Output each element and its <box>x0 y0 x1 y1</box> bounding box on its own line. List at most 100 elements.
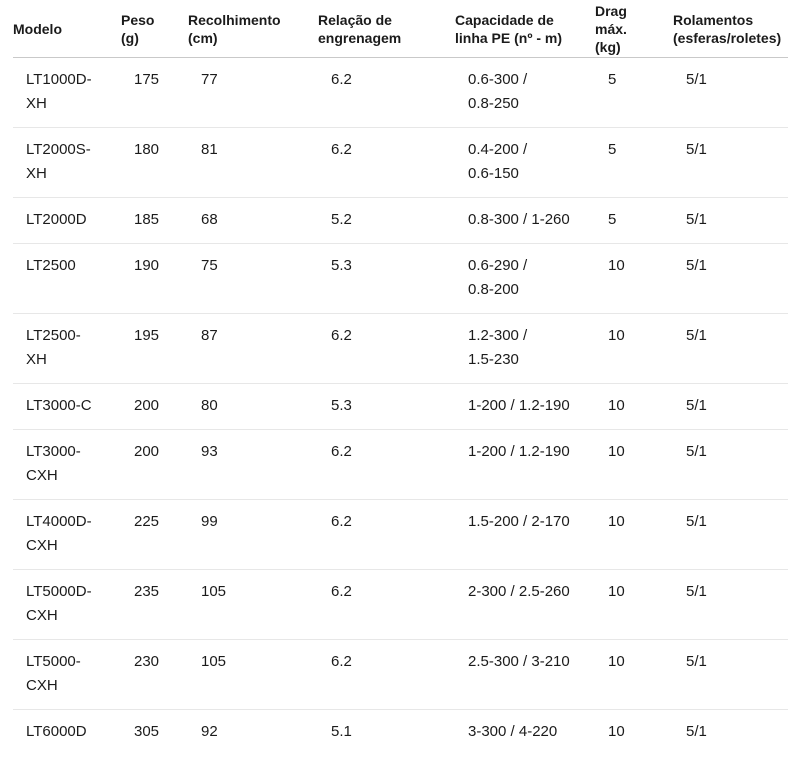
cell-peso: 195 <box>134 327 160 344</box>
cell-peso: 305 <box>134 723 160 740</box>
cell-recolhimento: 105 <box>201 583 227 600</box>
cell-capacidade: 2.5-300 / 3-210 <box>468 653 570 670</box>
cell-rolamentos: 5/1 <box>686 723 707 740</box>
column-header-relacao: Relação de engrenagem <box>318 11 402 46</box>
cell-relacao: 6.2 <box>331 327 352 344</box>
cell-modelo: LT6000D <box>26 723 87 740</box>
cell-drag: 10 <box>608 513 625 530</box>
cell-capacidade: 2-300 / 2.5-260 <box>468 583 570 600</box>
cell-relacao: 6.2 <box>331 71 352 88</box>
cell-drag: 10 <box>608 257 625 274</box>
cell-relacao: 5.1 <box>331 723 352 740</box>
cell-relacao: 6.2 <box>331 653 352 670</box>
cell-recolhimento: 81 <box>201 141 218 158</box>
cell-drag: 10 <box>608 723 625 740</box>
cell-recolhimento: 99 <box>201 513 218 530</box>
column-header-rolamentos: Rolamentos (esferas/roletes) <box>673 11 782 46</box>
cell-rolamentos: 5/1 <box>686 257 707 274</box>
cell-modelo: LT2000D <box>26 211 87 228</box>
cell-capacidade: 0.6-300 / 0.8-250 <box>468 71 528 112</box>
cell-rolamentos: 5/1 <box>686 653 707 670</box>
cell-rolamentos: 5/1 <box>686 141 707 158</box>
row-divider <box>13 499 788 500</box>
table-row: LT2000S- XH 180 81 6.2 0.4-200 / 0.6-150… <box>0 128 797 197</box>
cell-recolhimento: 92 <box>201 723 218 740</box>
column-header-drag: Drag máx. (kg) <box>595 2 627 55</box>
cell-recolhimento: 80 <box>201 397 218 414</box>
cell-capacidade: 0.4-200 / 0.6-150 <box>468 141 528 182</box>
table-row: LT3000-C 200 80 5.3 1-200 / 1.2-190 10 5… <box>0 384 797 429</box>
cell-modelo: LT5000- CXH <box>26 653 81 694</box>
cell-recolhimento: 93 <box>201 443 218 460</box>
cell-relacao: 6.2 <box>331 141 352 158</box>
cell-modelo: LT3000-C <box>26 397 92 414</box>
cell-peso: 190 <box>134 257 160 274</box>
cell-peso: 235 <box>134 583 160 600</box>
cell-recolhimento: 77 <box>201 71 218 88</box>
table-row: LT2500 190 75 5.3 0.6-290 / 0.8-200 10 5… <box>0 244 797 313</box>
cell-modelo: LT5000D- CXH <box>26 583 92 624</box>
cell-capacidade: 1-200 / 1.2-190 <box>468 443 570 460</box>
cell-relacao: 5.2 <box>331 211 352 228</box>
cell-relacao: 5.3 <box>331 397 352 414</box>
column-header-capacidade: Capacidade de linha PE (nº - m) <box>455 11 563 46</box>
cell-rolamentos: 5/1 <box>686 397 707 414</box>
cell-capacidade: 0.6-290 / 0.8-200 <box>468 257 528 298</box>
cell-drag: 5 <box>608 211 617 228</box>
cell-rolamentos: 5/1 <box>686 71 707 88</box>
cell-modelo: LT3000- CXH <box>26 443 81 484</box>
cell-recolhimento: 75 <box>201 257 218 274</box>
cell-modelo: LT2000S- XH <box>26 141 91 182</box>
table-row: LT6000D 305 92 5.1 3-300 / 4-220 10 5/1 <box>0 710 797 755</box>
cell-recolhimento: 105 <box>201 653 227 670</box>
cell-drag: 10 <box>608 653 625 670</box>
cell-drag: 5 <box>608 141 617 158</box>
table-row: LT1000D- XH 175 77 6.2 0.6-300 / 0.8-250… <box>0 58 797 127</box>
row-divider <box>13 243 788 244</box>
cell-recolhimento: 68 <box>201 211 218 228</box>
cell-drag: 5 <box>608 71 617 88</box>
table-row: LT4000D- CXH 225 99 6.2 1.5-200 / 2-170 … <box>0 500 797 569</box>
cell-drag: 10 <box>608 327 625 344</box>
row-divider <box>13 313 788 314</box>
cell-peso: 175 <box>134 71 160 88</box>
row-divider <box>13 197 788 198</box>
cell-modelo: LT2500 <box>26 257 76 274</box>
cell-capacidade: 1-200 / 1.2-190 <box>468 397 570 414</box>
column-header-peso: Peso (g) <box>121 11 155 46</box>
table-row: LT2500- XH 195 87 6.2 1.2-300 / 1.5-230 … <box>0 314 797 383</box>
cell-recolhimento: 87 <box>201 327 218 344</box>
cell-capacidade: 3-300 / 4-220 <box>468 723 558 740</box>
cell-drag: 10 <box>608 397 625 414</box>
row-divider <box>13 383 788 384</box>
row-divider <box>13 709 788 710</box>
cell-modelo: LT4000D- CXH <box>26 513 92 554</box>
cell-peso: 200 <box>134 397 160 414</box>
cell-peso: 225 <box>134 513 160 530</box>
table-row: LT5000D- CXH 235 105 6.2 2-300 / 2.5-260… <box>0 570 797 639</box>
cell-relacao: 5.3 <box>331 257 352 274</box>
cell-rolamentos: 5/1 <box>686 327 707 344</box>
row-divider <box>13 127 788 128</box>
cell-peso: 230 <box>134 653 160 670</box>
table-row: LT5000- CXH 230 105 6.2 2.5-300 / 3-210 … <box>0 640 797 709</box>
cell-rolamentos: 5/1 <box>686 513 707 530</box>
cell-relacao: 6.2 <box>331 513 352 530</box>
table-row: LT3000- CXH 200 93 6.2 1-200 / 1.2-190 1… <box>0 430 797 499</box>
cell-rolamentos: 5/1 <box>686 443 707 460</box>
cell-drag: 10 <box>608 443 625 460</box>
row-divider <box>13 429 788 430</box>
cell-rolamentos: 5/1 <box>686 583 707 600</box>
cell-relacao: 6.2 <box>331 443 352 460</box>
table-header-row: Modelo Peso (g) Recolhimento (cm) Relaçã… <box>0 0 797 57</box>
cell-drag: 10 <box>608 583 625 600</box>
cell-modelo: LT1000D- XH <box>26 71 92 112</box>
cell-peso: 185 <box>134 211 160 228</box>
table-row: LT2000D 185 68 5.2 0.8-300 / 1-260 5 5/1 <box>0 198 797 243</box>
row-divider <box>13 639 788 640</box>
cell-rolamentos: 5/1 <box>686 211 707 228</box>
header-divider <box>13 57 788 58</box>
row-divider <box>13 569 788 570</box>
cell-capacidade: 1.2-300 / 1.5-230 <box>468 327 528 368</box>
